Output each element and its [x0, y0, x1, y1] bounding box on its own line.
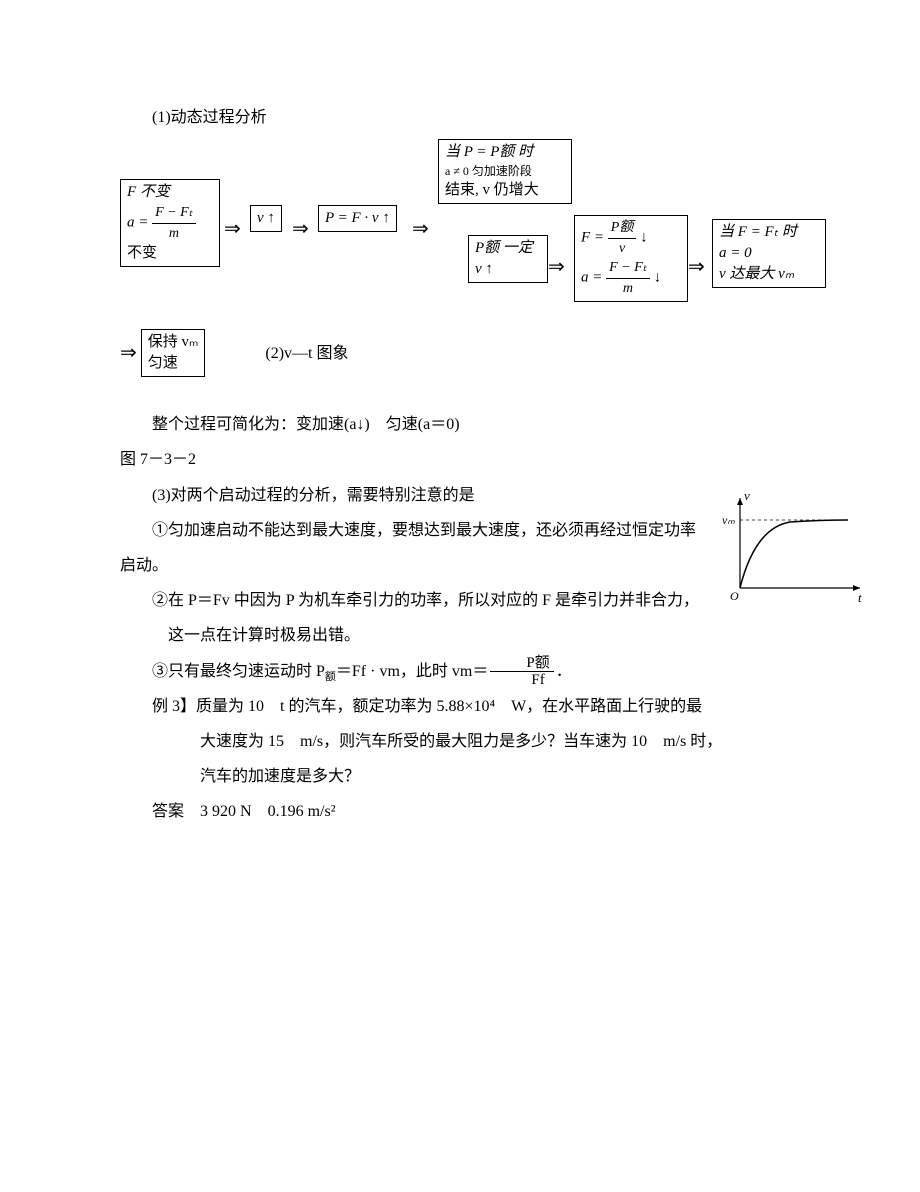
- arrow-4: ⇒: [548, 245, 565, 289]
- example-label: 例 3】: [152, 698, 196, 715]
- box6-l1-post: ↓: [636, 230, 647, 246]
- box-p-fv: P = F · v ↑: [318, 205, 397, 232]
- example-line2: 大速度为 15 m/s，则汽车所受的最大阻力是多少？当车速为 10 m/s 时，: [120, 724, 820, 759]
- box1-l2-pre: a =: [127, 215, 152, 231]
- box6-n2: F − Fₜ: [606, 258, 650, 279]
- point2-a: ②在 P＝Fv 中因为 P 为机车牵引力的功率，所以对应的 F 是牵引力并非合力…: [120, 583, 820, 618]
- p3-post: ．: [556, 663, 572, 680]
- box-final: 当 F = Fₜ 时 a = 0 v 达最大 vₘ: [712, 219, 826, 288]
- graph-origin: O: [730, 589, 739, 603]
- box7-l2: a = 0: [719, 243, 819, 264]
- section2-title: (2)v—t 图象: [265, 336, 348, 371]
- box7-l1: 当 F = Fₜ 时: [719, 222, 819, 243]
- example-line3: 汽车的加速度是多大？: [120, 759, 820, 794]
- box6-d1: v: [608, 239, 637, 259]
- p3-sub: 额: [325, 671, 336, 683]
- box4-l1: 当 P = P额 时: [445, 142, 565, 163]
- point1-b: 启动。: [120, 548, 820, 583]
- box3-text: P = F · v ↑: [325, 210, 390, 226]
- graph-vm-label: vₘ: [722, 513, 735, 527]
- section1-title: (1)动态过程分析: [120, 100, 820, 135]
- box5-l2: v ↑: [475, 259, 541, 280]
- box-keep-vm: 保持 vₘ 匀速: [141, 329, 206, 377]
- simplify-line: 整个过程可简化为：变加速(a↓) 匀速(a＝0): [120, 407, 820, 442]
- arrow-continue: ⇒: [120, 331, 137, 375]
- box-p-const: P额 一定 v ↑: [468, 235, 548, 283]
- box1-l1: F 不变: [127, 184, 170, 200]
- arrow-2: ⇒: [292, 207, 309, 251]
- graph-x-label: t: [858, 590, 862, 605]
- arrow-5: ⇒: [688, 245, 705, 289]
- graph-y-label: v: [744, 488, 750, 503]
- p3-mid: ＝Ff · vm，此时 vm＝: [336, 663, 488, 680]
- arrow-1: ⇒: [224, 207, 241, 251]
- keep-vm-l2: 匀速: [148, 355, 178, 371]
- box4-pre: a ≠ 0 匀加速阶段: [445, 164, 532, 178]
- box-v-up: v ↑: [250, 205, 282, 232]
- continue-row: ⇒ 保持 vₘ 匀速 (2)v—t 图象: [120, 329, 820, 377]
- box1-num: F − Fₜ: [152, 203, 196, 224]
- box-f-down: F = P额v ↓ a = F − Fₜm ↓: [574, 215, 688, 301]
- box-f-const: F 不变 a = F − Fₜm 不变: [120, 179, 220, 267]
- p3-num: P额: [490, 655, 553, 673]
- answer-line: 答案 3 920 N 0.196 m/s²: [120, 794, 820, 829]
- figure-label: 图 7－3－2: [120, 442, 820, 477]
- box6-n1: P额: [608, 218, 637, 239]
- box4-l2: 结束, v 仍增大: [445, 180, 565, 201]
- vt-graph: v vₘ O t: [720, 488, 870, 608]
- box6-l2-pre: a =: [581, 270, 606, 286]
- example-line1: 例 3】质量为 10 t 的汽车，额定功率为 5.88×10⁴ W，在水平路面上…: [120, 689, 820, 724]
- box5-l1: P额 一定: [475, 238, 541, 259]
- box6-d2: m: [606, 279, 650, 299]
- box2-text: v ↑: [257, 210, 275, 226]
- box-p-rated: 当 P = P额 时 a ≠ 0 匀加速阶段 结束, v 仍增大: [438, 139, 572, 204]
- answer-label: 答案: [152, 803, 184, 820]
- point3: ③只有最终匀速运动时 P额＝Ff · vm，此时 vm＝P额Ff．: [120, 654, 820, 689]
- keep-vm-l1: 保持 vₘ: [148, 334, 199, 350]
- example-l1: 质量为 10 t 的汽车，额定功率为 5.88×10⁴ W，在水平路面上行驶的最: [196, 698, 702, 715]
- arrow-3: ⇒: [412, 207, 429, 251]
- flowchart: F 不变 a = F − Fₜm 不变 ⇒ v ↑ ⇒ P = F · v ↑ …: [120, 139, 840, 319]
- section3-title: (3)对两个启动过程的分析，需要特别注意的是: [120, 478, 820, 513]
- box6-l2-post: ↓: [650, 270, 661, 286]
- answer-value: 3 920 N 0.196 m/s²: [200, 803, 335, 820]
- point1-a: ①匀加速启动不能达到最大速度，要想达到最大速度，还必须再经过恒定功率: [120, 513, 820, 548]
- point2-b: 这一点在计算时极易出错。: [120, 618, 820, 653]
- box1-l3: 不变: [127, 243, 213, 264]
- p3-den: Ff: [490, 672, 553, 689]
- box7-l3: v 达最大 vₘ: [719, 264, 819, 285]
- p3-pre: ③只有最终匀速运动时 P: [152, 663, 325, 680]
- box1-den: m: [152, 224, 196, 244]
- box6-l1-pre: F =: [581, 230, 608, 246]
